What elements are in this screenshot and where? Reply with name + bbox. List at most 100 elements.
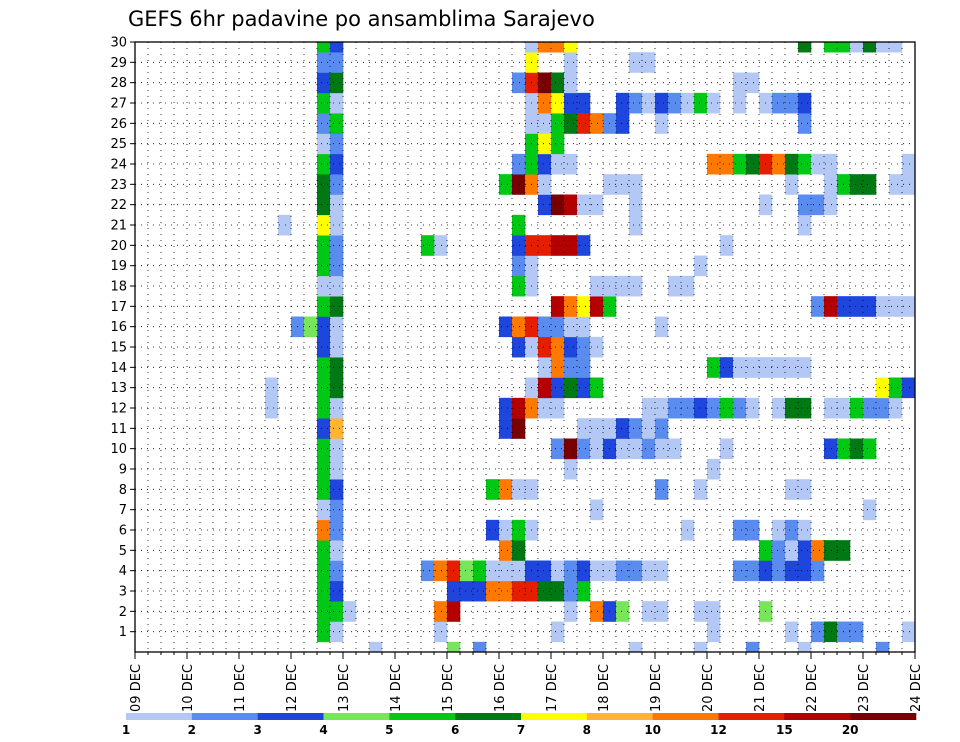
heatmap-cell	[317, 580, 331, 602]
heatmap-cell	[499, 174, 513, 195]
heatmap-cell	[629, 418, 643, 439]
heatmap-cell	[512, 235, 526, 256]
heatmap-cell	[798, 113, 812, 134]
heatmap-cell	[564, 52, 578, 73]
heatmap-cell	[564, 377, 578, 399]
x-tick-label: 23 DEC	[857, 664, 872, 712]
heatmap-cell	[564, 357, 578, 378]
x-tick-label: 12 DEC	[285, 664, 300, 712]
heatmap-cell	[785, 174, 799, 195]
heatmap-cell	[616, 275, 630, 297]
heatmap-cell	[798, 153, 812, 175]
heatmap-cell	[772, 92, 786, 114]
heatmap-cell	[330, 418, 344, 439]
heatmap-cell	[512, 397, 526, 419]
heatmap-cell	[707, 458, 721, 480]
heatmap-cell	[551, 296, 565, 317]
heatmap-cell	[551, 153, 565, 175]
y-tick-label: 10	[110, 442, 127, 457]
heatmap-cell	[317, 621, 331, 643]
heatmap-cell	[785, 560, 799, 582]
heatmap-cell	[577, 377, 591, 399]
heatmap-cell	[499, 519, 513, 541]
heatmap-cell	[499, 316, 513, 338]
heatmap-cell	[317, 52, 331, 73]
heatmap-cell	[564, 316, 578, 338]
heatmap-cell	[538, 113, 552, 134]
y-tick-label: 5	[119, 544, 127, 559]
heatmap-cell	[330, 560, 344, 582]
x-tick-label: 18 DEC	[597, 664, 612, 712]
heatmap-cell	[720, 153, 734, 175]
heatmap-cell	[785, 621, 799, 643]
heatmap-cell	[629, 92, 643, 114]
y-tick-label: 26	[110, 117, 127, 132]
heatmap-cell	[655, 479, 669, 500]
heatmap-cell	[616, 113, 630, 134]
heatmap-cell	[785, 479, 799, 500]
heatmap-cell	[330, 52, 344, 73]
heatmap-cell	[772, 519, 786, 541]
y-tick-label: 7	[119, 503, 127, 518]
colorbar-swatch	[389, 713, 456, 720]
heatmap-cell	[330, 519, 344, 541]
heatmap-cell	[330, 214, 344, 236]
heatmap-cell	[538, 72, 552, 94]
heatmap-cell	[746, 357, 760, 378]
heatmap-cell	[590, 296, 604, 317]
heatmap-cell	[733, 397, 747, 419]
colorbar-swatch	[257, 713, 324, 720]
heatmap-cell	[499, 479, 513, 500]
colorbar-swatch	[521, 713, 588, 720]
heatmap-cell	[486, 479, 500, 500]
heatmap-cell	[421, 235, 435, 256]
heatmap-cell	[772, 540, 786, 561]
heatmap-cell	[577, 357, 591, 378]
heatmap-cell	[538, 560, 552, 582]
heatmap-cell	[616, 438, 630, 460]
heatmap-cell	[668, 92, 682, 114]
heatmap-cell	[577, 194, 591, 216]
heatmap-cell	[317, 601, 331, 622]
heatmap-cell	[512, 275, 526, 297]
heatmap-cell	[733, 560, 747, 582]
heatmap-cell	[655, 418, 669, 439]
heatmap-cell	[707, 153, 721, 175]
heatmap-cell	[512, 316, 526, 338]
heatmap-cell	[733, 357, 747, 378]
heatmap-cell	[902, 174, 916, 195]
x-tick-label: 19 DEC	[649, 664, 664, 712]
heatmap-cell	[551, 580, 565, 602]
heatmap-cell	[317, 235, 331, 256]
heatmap-cell	[460, 560, 474, 582]
heatmap-cell	[551, 438, 565, 460]
heatmap-cell	[538, 336, 552, 358]
heatmap-cell	[655, 113, 669, 134]
heatmap-cell	[564, 438, 578, 460]
heatmap-cell	[798, 560, 812, 582]
heatmap-cell	[538, 153, 552, 175]
colorbar-label: 5	[385, 723, 393, 737]
heatmap-cell	[850, 296, 864, 317]
heatmap-cell	[733, 72, 747, 94]
colorbar-label: 7	[517, 723, 525, 737]
heatmap-cell	[330, 275, 344, 297]
colorbar-swatch	[718, 713, 785, 720]
y-axis: 1234567891011121314151617181920212223242…	[110, 36, 135, 640]
y-tick-label: 15	[110, 341, 127, 356]
heatmap-cell	[694, 397, 708, 419]
y-tick-label: 25	[110, 137, 127, 152]
heatmap-cell	[330, 194, 344, 216]
heatmap-cell	[330, 377, 344, 399]
heatmap-cell	[876, 641, 890, 653]
heatmap-cell	[798, 641, 812, 653]
heatmap-cell	[798, 194, 812, 216]
x-tick-label: 13 DEC	[337, 664, 352, 712]
heatmap-cell	[538, 377, 552, 399]
heatmap-cell	[889, 296, 903, 317]
y-tick-label: 19	[110, 259, 127, 274]
heatmap-cell	[317, 560, 331, 582]
heatmap-cell	[538, 397, 552, 419]
heatmap-cell	[486, 580, 500, 602]
x-tick-label: 09 DEC	[129, 664, 144, 712]
